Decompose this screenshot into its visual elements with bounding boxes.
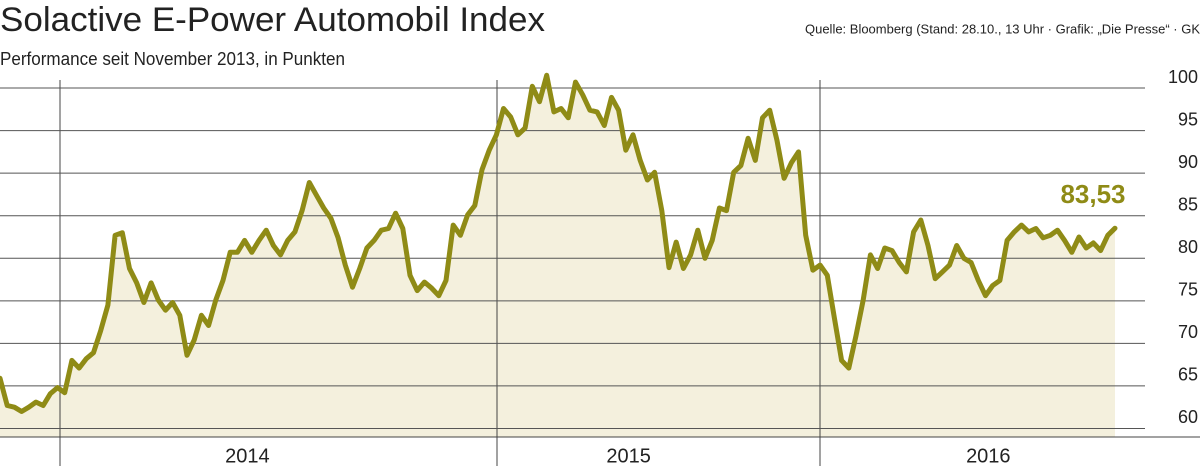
y-tick-label: 80 xyxy=(1178,237,1198,257)
x-tick-label: 2016 xyxy=(966,445,1011,466)
y-tick-label: 70 xyxy=(1178,322,1198,342)
y-tick-label: 75 xyxy=(1178,280,1198,300)
value-annotation: 83,53 xyxy=(1060,179,1125,209)
line xyxy=(0,72,1118,414)
y-tick-label: 100 xyxy=(1168,67,1198,87)
x-tick-label: 2014 xyxy=(225,445,270,466)
y-tick-label: 90 xyxy=(1178,152,1198,172)
y-tick-label: 60 xyxy=(1178,407,1198,427)
y-tick-label: 95 xyxy=(1178,109,1198,129)
x-tick-label: 2015 xyxy=(606,445,651,466)
y-tick-label: 85 xyxy=(1178,194,1198,214)
chart-title: Solactive E-Power Automobil Index xyxy=(0,1,545,39)
source-note: Quelle: Bloomberg (Stand: 28.10., 13 Uhr… xyxy=(805,21,1200,36)
y-tick-label: 65 xyxy=(1178,365,1198,385)
chart-subtitle: Performance seit November 2013, in Punkt… xyxy=(0,49,345,69)
area-fill xyxy=(0,75,1115,438)
